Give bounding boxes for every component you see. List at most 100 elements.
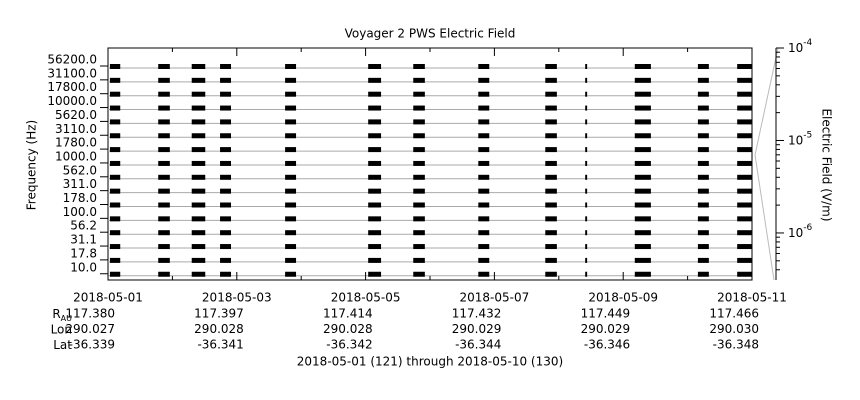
ephemeris-value: 117.432 xyxy=(452,307,502,321)
burst xyxy=(158,216,170,222)
burst xyxy=(191,105,206,111)
burst xyxy=(697,257,709,263)
burst xyxy=(634,244,651,250)
y-tick-label: 31100.0 xyxy=(47,66,97,80)
burst xyxy=(220,77,232,83)
burst xyxy=(634,64,651,69)
burst xyxy=(191,230,206,236)
burst xyxy=(220,257,232,263)
burst xyxy=(478,147,490,153)
burst xyxy=(191,91,206,97)
y-axis-title: Frequency (Hz) xyxy=(25,120,39,211)
burst xyxy=(634,77,651,83)
ephemeris-label: RAU xyxy=(52,307,72,323)
y-tick-label: 562.0 xyxy=(63,163,97,177)
burst xyxy=(413,174,425,180)
ephemeris-value: -36.344 xyxy=(455,338,501,352)
burst xyxy=(109,160,121,166)
burst xyxy=(585,133,588,139)
burst xyxy=(368,271,382,277)
burst xyxy=(697,230,709,236)
burst xyxy=(158,230,170,236)
burst xyxy=(368,119,382,125)
burst xyxy=(697,119,709,125)
burst xyxy=(634,188,651,194)
burst xyxy=(737,257,752,263)
ephemeris-value: 290.030 xyxy=(709,322,759,336)
burst xyxy=(220,133,232,139)
burst xyxy=(478,230,490,236)
burst xyxy=(285,244,297,250)
burst xyxy=(191,257,206,263)
burst xyxy=(697,174,709,180)
burst xyxy=(697,64,709,69)
burst xyxy=(737,64,752,69)
burst xyxy=(634,271,651,277)
burst xyxy=(220,202,232,208)
burst xyxy=(109,230,121,236)
burst xyxy=(585,230,588,236)
scale-link xyxy=(754,154,775,281)
burst xyxy=(109,91,121,97)
burst xyxy=(285,77,297,83)
burst xyxy=(737,160,752,166)
burst xyxy=(697,91,709,97)
burst xyxy=(191,119,206,125)
burst xyxy=(368,188,382,194)
burst xyxy=(220,230,232,236)
burst xyxy=(191,244,206,250)
burst xyxy=(368,244,382,250)
y2-tick-label: 10-6 xyxy=(788,222,813,239)
burst xyxy=(285,133,297,139)
burst xyxy=(109,257,121,263)
burst xyxy=(413,119,425,125)
burst xyxy=(737,77,752,83)
burst xyxy=(158,257,170,263)
burst xyxy=(220,271,232,277)
x-tick-label: 2018-05-07 xyxy=(460,291,530,305)
ephemeris-label-text: Lat xyxy=(53,338,72,352)
ephemeris-label-text: Lon xyxy=(51,322,72,336)
burst xyxy=(109,202,121,208)
burst xyxy=(585,216,588,222)
burst xyxy=(368,216,382,222)
burst xyxy=(697,160,709,166)
burst xyxy=(697,147,709,153)
burst xyxy=(191,147,206,153)
burst xyxy=(737,119,752,125)
burst xyxy=(478,257,490,263)
burst xyxy=(368,230,382,236)
y2-tick-base: 10 xyxy=(788,41,803,55)
burst xyxy=(737,133,752,139)
burst xyxy=(545,133,557,139)
y-tick-label: 17800.0 xyxy=(47,80,97,94)
y-tick-label: 311.0 xyxy=(63,177,97,191)
burst xyxy=(634,160,651,166)
burst xyxy=(585,119,588,125)
burst xyxy=(285,202,297,208)
y-tick-label: 178.0 xyxy=(63,191,97,205)
burst xyxy=(545,257,557,263)
burst xyxy=(634,230,651,236)
burst xyxy=(413,133,425,139)
burst xyxy=(737,105,752,111)
burst xyxy=(585,244,588,250)
burst xyxy=(585,257,588,263)
burst xyxy=(697,216,709,222)
burst xyxy=(585,160,588,166)
burst xyxy=(737,188,752,194)
burst xyxy=(737,244,752,250)
ephemeris-value: 117.414 xyxy=(323,307,373,321)
burst xyxy=(478,174,490,180)
burst xyxy=(585,91,588,97)
y-tick-label: 5620.0 xyxy=(55,108,97,122)
burst xyxy=(109,216,121,222)
y2-tick-exp: -4 xyxy=(803,38,812,48)
burst xyxy=(285,174,297,180)
burst xyxy=(368,257,382,263)
burst xyxy=(285,105,297,111)
burst xyxy=(368,133,382,139)
burst xyxy=(737,147,752,153)
burst xyxy=(413,105,425,111)
